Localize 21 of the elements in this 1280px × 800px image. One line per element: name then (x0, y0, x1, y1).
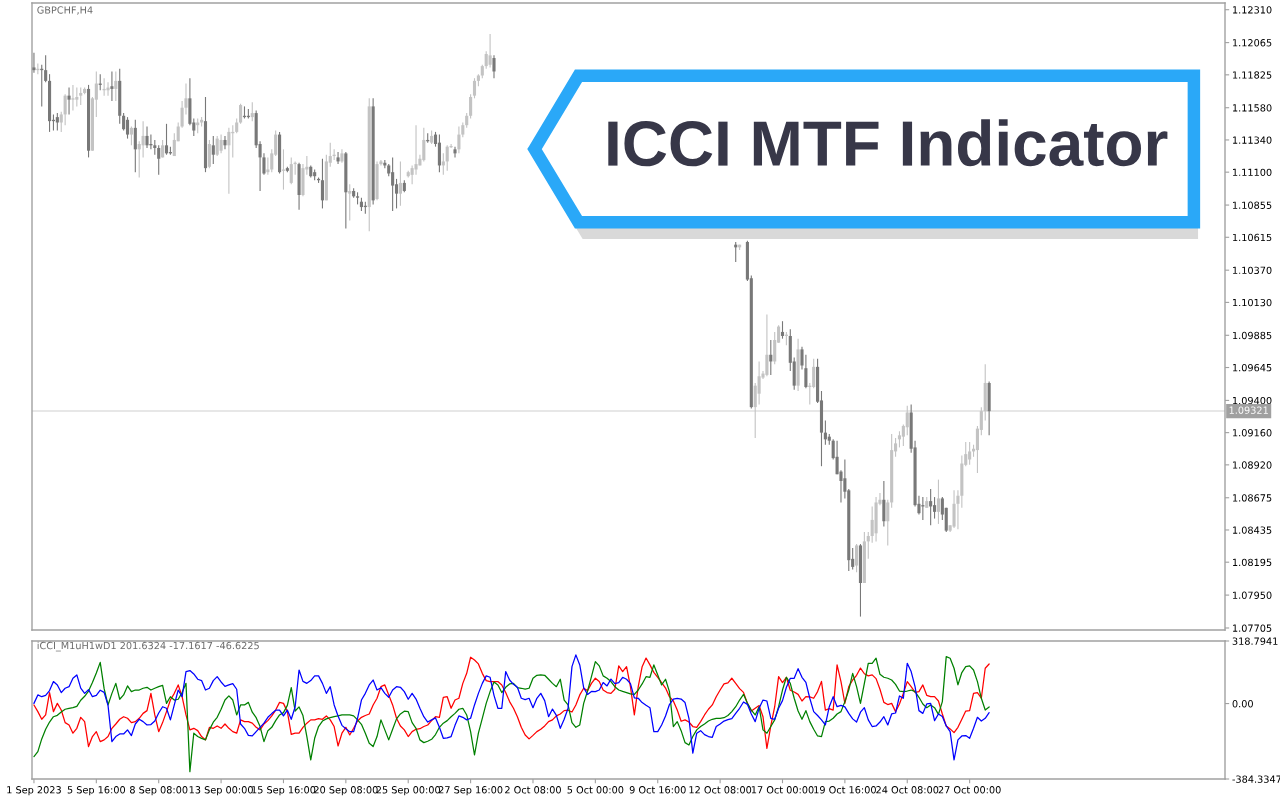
y-tick-label: 1.07705 (1233, 624, 1272, 632)
x-tick-label: 12 Oct 08:00 (689, 786, 752, 794)
x-tick-label: 8 Sep 08:00 (130, 786, 188, 796)
x-tick-label: 2 Oct 08:00 (505, 786, 561, 794)
x-tick-label: 15 Sep 16:00 (252, 786, 316, 796)
candlestick (32, 52, 36, 74)
x-tick-label: 24 Oct 08:00 (876, 786, 939, 794)
x-tick-label: 19 Oct 16:00 (814, 786, 876, 794)
chart-title: iCCI_M1uH1wD1 201.6324 -17.1617 -46.6225 (37, 641, 259, 652)
x-tick-label: 9 Oct 16:00 (629, 786, 686, 794)
x-tick-label: 17 Oct 00:00 (751, 786, 814, 794)
x-tick-label: 25 Sep 00:00 (376, 786, 441, 796)
y-tick-label: 318.7941 (1232, 637, 1278, 645)
x-tick-label: 27 Sep 16:00 (438, 786, 503, 796)
x-tick-label: 5 Sep 16:00 (67, 786, 126, 796)
y-tick-label: 0.00 (1232, 700, 1253, 708)
x-tick-label: 27 Oct 00:00 (938, 786, 1001, 794)
x-tick-label: 13 Sep 00:00 (189, 786, 253, 796)
x-tick-label: 20 Sep 08:00 (314, 786, 378, 796)
x-tick-label: 1 Sep 2023 (7, 786, 61, 796)
x-tick-label: 5 Oct 00:00 (567, 786, 624, 794)
